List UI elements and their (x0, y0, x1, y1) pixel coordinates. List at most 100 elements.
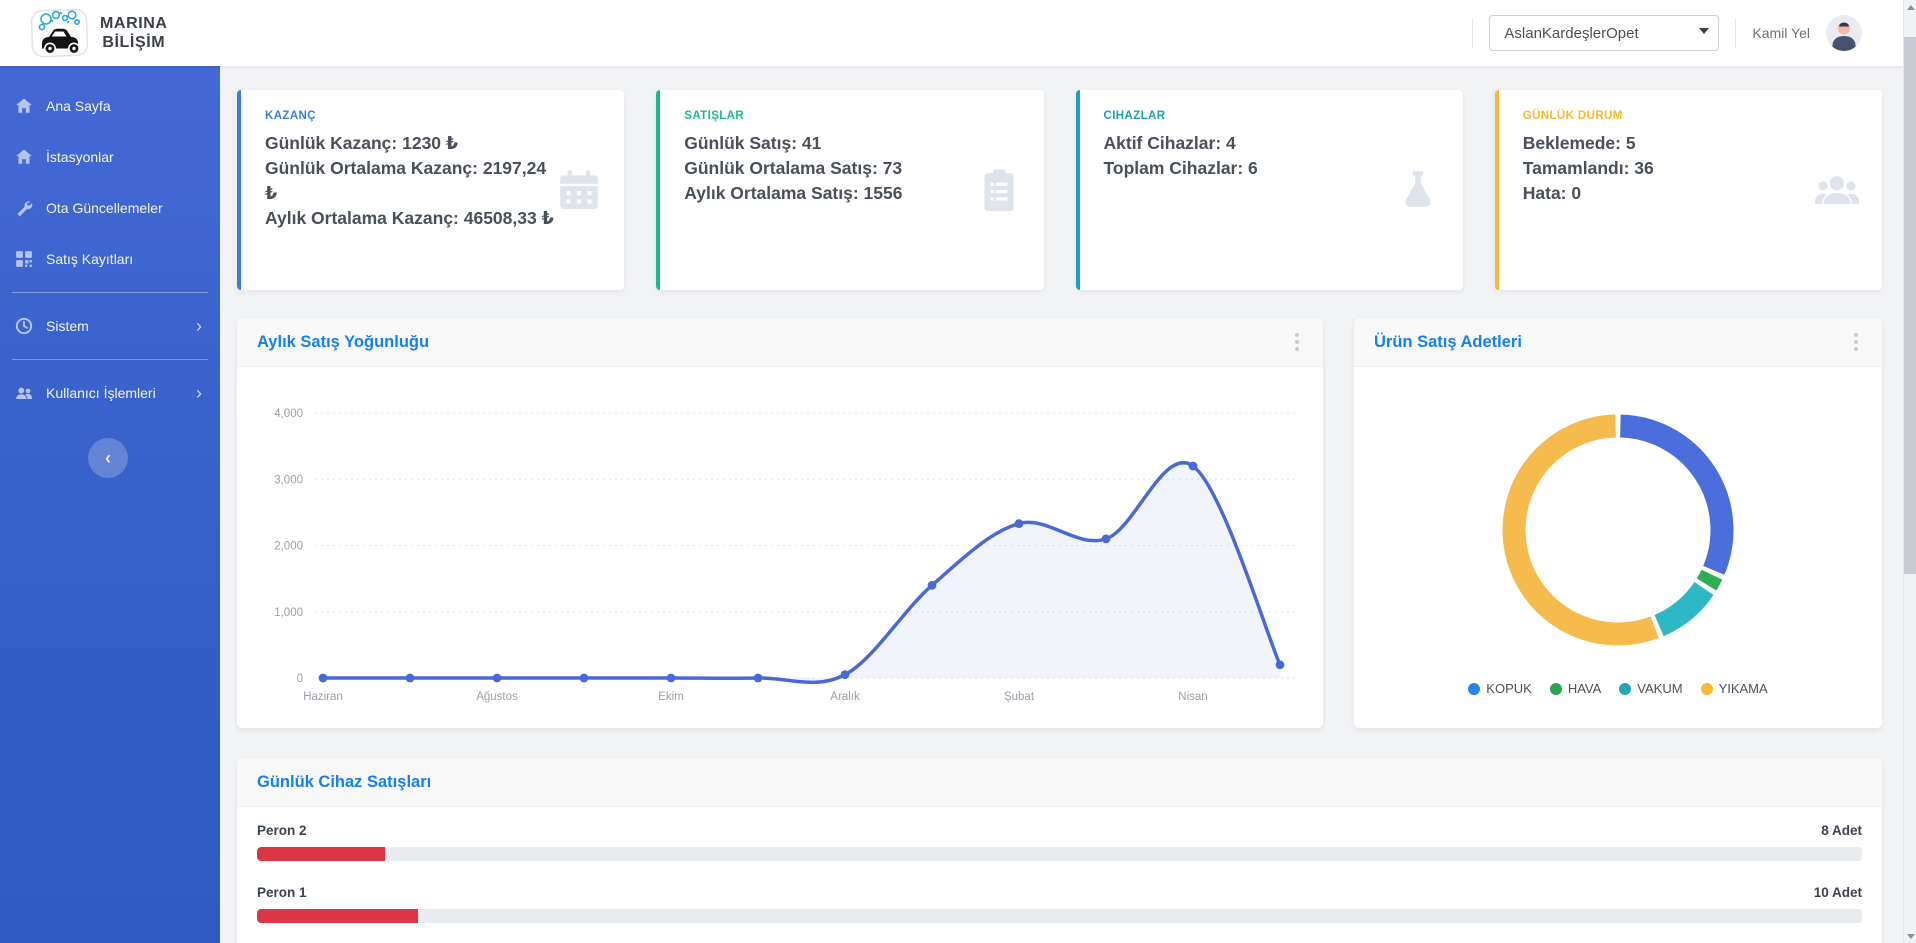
stat-card-values: Aktif Cihazlar: 4 Toplam Cihazlar: 6 (1104, 131, 1397, 181)
scrollbar-thumb[interactable] (1904, 37, 1916, 574)
sidebar-item-satis-kayitlari[interactable]: Satış Kayıtları (0, 236, 220, 282)
data-point (492, 673, 502, 683)
sidebar-item-label: Kullanıcı İşlemleri (46, 385, 156, 401)
stat-cards-row: KAZANÇ Günlük Kazanç: 1230 ₺ Günlük Ortala… (237, 90, 1882, 290)
legend-dot (1700, 682, 1713, 695)
flask-icon (1395, 167, 1441, 213)
brand: MARINA BİLİŞİM (0, 7, 220, 59)
user-name: Kamil Yel (1752, 25, 1810, 41)
scroll-down-arrow[interactable] (1904, 929, 1916, 943)
stat-line: Aktif Cihazlar: 4 (1103, 133, 1236, 153)
device-label: Peron 2 (257, 823, 307, 838)
data-point (927, 580, 937, 590)
legend-label: VAKUM (1637, 681, 1683, 696)
x-tick-label: Ağustos (476, 691, 518, 703)
line-chart-menu-button[interactable] (1291, 329, 1303, 355)
sidebar-item-label: Ota Güncellemeler (46, 200, 163, 216)
chevron-right-icon: › (196, 383, 202, 403)
progress-fill (257, 909, 418, 923)
y-tick-label: 2,000 (274, 541, 303, 553)
y-tick-label: 3,000 (274, 474, 303, 486)
device-sales-list: Peron 2 8 Adet Peron 1 10 Adet (237, 807, 1882, 943)
sidebar: Ana Sayfa İstasyonlar Ota Güncellemeler Sat… (0, 66, 220, 943)
device-row: Peron 2 8 Adet (257, 823, 1862, 861)
sidebar-item-ota-guncellemeler[interactable]: Ota Güncellemeler (0, 185, 220, 231)
donut-chart-menu-button[interactable] (1850, 329, 1862, 355)
data-point (1275, 660, 1285, 670)
sidebar-item-label: İstasyonlar (46, 149, 114, 165)
stat-line: Aylık Ortalama Kazanç: 46508,33 ₺ (265, 207, 554, 228)
wrench-icon (15, 199, 33, 217)
sidebar-divider (12, 292, 208, 293)
stat-card-label: CIHAZLAR (1103, 110, 1166, 122)
stat-line: Günlük Ortalama Kazanç: 2197,24 ₺ (265, 157, 547, 203)
legend-item-yikama[interactable]: YIKAMA (1700, 681, 1768, 696)
sidebar-item-istasyonlar[interactable]: İstasyonlar (0, 134, 220, 180)
sidebar-item-label: Sistem (46, 318, 89, 334)
area-fill (323, 462, 1280, 683)
chevron-left-icon: ‹ (105, 447, 111, 468)
sidebar-item-label: Satış Kayıtları (46, 251, 134, 267)
sidebar-collapse-button[interactable]: ‹ (88, 438, 128, 478)
x-tick-label: Haziran (303, 691, 343, 703)
stat-card-values: Günlük Kazanç: 1230 ₺ Günlük Ortalama Kaz… (265, 131, 558, 230)
y-tick-label: 1,000 (274, 607, 303, 619)
progress-track (257, 909, 1862, 923)
stat-card-cihazlar: CIHAZLAR Aktif Cihazlar: 4 Toplam Cihazlar… (1075, 90, 1463, 290)
x-tick-label: Nisan (1178, 691, 1207, 703)
top-header: MARINA BİLİŞİM AslanKardeşlerOpet Kamil … (0, 0, 1904, 66)
sidebar-item-sistem[interactable]: Sistem › (0, 303, 220, 349)
donut-segment-vakum[interactable] (1653, 581, 1714, 637)
x-tick-label: Ekim (658, 691, 684, 703)
legend-dot (1619, 682, 1632, 695)
legend-item-kopuk[interactable]: KOPUK (1468, 681, 1532, 696)
main-content: KAZANÇ Günlük Kazanç: 1230 ₺ Günlük Ortala… (220, 66, 1904, 943)
progress-fill (257, 847, 386, 861)
donut-segment-yikama[interactable] (1502, 414, 1659, 646)
legend-label: YIKAMA (1718, 681, 1768, 696)
y-tick-label: 0 (297, 673, 303, 685)
device-row: Peron 1 10 Adet (257, 885, 1862, 923)
progress-track (257, 847, 1862, 861)
donut-chart-svg (1502, 414, 1733, 646)
stat-card-gunluk-durum: GÜNLÜK DURUM Beklemede: 5 Tamamlandı: 36 Ha… (1494, 90, 1882, 290)
station-select[interactable]: AslanKardeşlerOpet (1489, 15, 1720, 51)
sidebar-item-kullanici-islemleri[interactable]: Kullanıcı İşlemleri › (0, 370, 220, 416)
stat-card-values: Beklemede: 5 Tamamlandı: 36 Hata: 0 (1523, 131, 1816, 206)
stat-line: Toplam Cihazlar: 6 (1103, 157, 1258, 178)
user-avatar[interactable] (1826, 15, 1862, 51)
product-sales-panel: Ürün Satış Adetleri KOPUK HAVA VAKUM YIKAMA (1354, 318, 1882, 728)
sidebar-item-ana-sayfa[interactable]: Ana Sayfa (0, 83, 220, 129)
stat-line: Hata: 0 (1522, 182, 1582, 203)
device-amount: 10 Adet (1813, 885, 1862, 900)
users-icon (15, 384, 33, 402)
data-point (318, 673, 328, 683)
legend-dot (1468, 682, 1481, 695)
carwash-logo-icon (30, 7, 90, 59)
clock-icon (15, 317, 33, 335)
x-tick-label: Şubat (1004, 691, 1035, 703)
scroll-up-arrow[interactable] (1904, 0, 1916, 14)
x-tick-label: Aralık (830, 691, 860, 703)
stat-card-label: GÜNLÜK DURUM (1522, 110, 1623, 122)
monthly-sales-panel: Aylık Satış Yoğunluğu 0 1,000 2,000 3,000 4,… (237, 318, 1323, 728)
y-tick-label: 4,000 (274, 408, 303, 420)
device-amount: 8 Adet (1821, 823, 1862, 838)
data-point (1101, 534, 1111, 544)
home-icon (15, 97, 33, 115)
legend-label: HAVA (1567, 681, 1602, 696)
donut-segment-kopuk[interactable] (1619, 414, 1733, 575)
data-point (1014, 519, 1024, 528)
sidebar-item-label: Ana Sayfa (46, 98, 111, 114)
data-point (1188, 461, 1198, 471)
data-point (579, 673, 589, 683)
donut-segment-hava[interactable] (1696, 569, 1722, 591)
grid-icon (15, 250, 33, 268)
line-chart: 0 1,000 2,000 3,000 4,000 Haziran Ağustos Ekim A… (237, 367, 1323, 734)
device-sales-title: Günlük Cihaz Satışları (257, 772, 432, 791)
donut-legend: KOPUK HAVA VAKUM YIKAMA (1468, 681, 1768, 696)
legend-item-hava[interactable]: HAVA (1549, 681, 1602, 696)
chevron-right-icon: › (196, 316, 202, 336)
legend-item-vakum[interactable]: VAKUM (1619, 681, 1683, 696)
line-chart-title: Aylık Satış Yoğunluğu (257, 332, 430, 351)
